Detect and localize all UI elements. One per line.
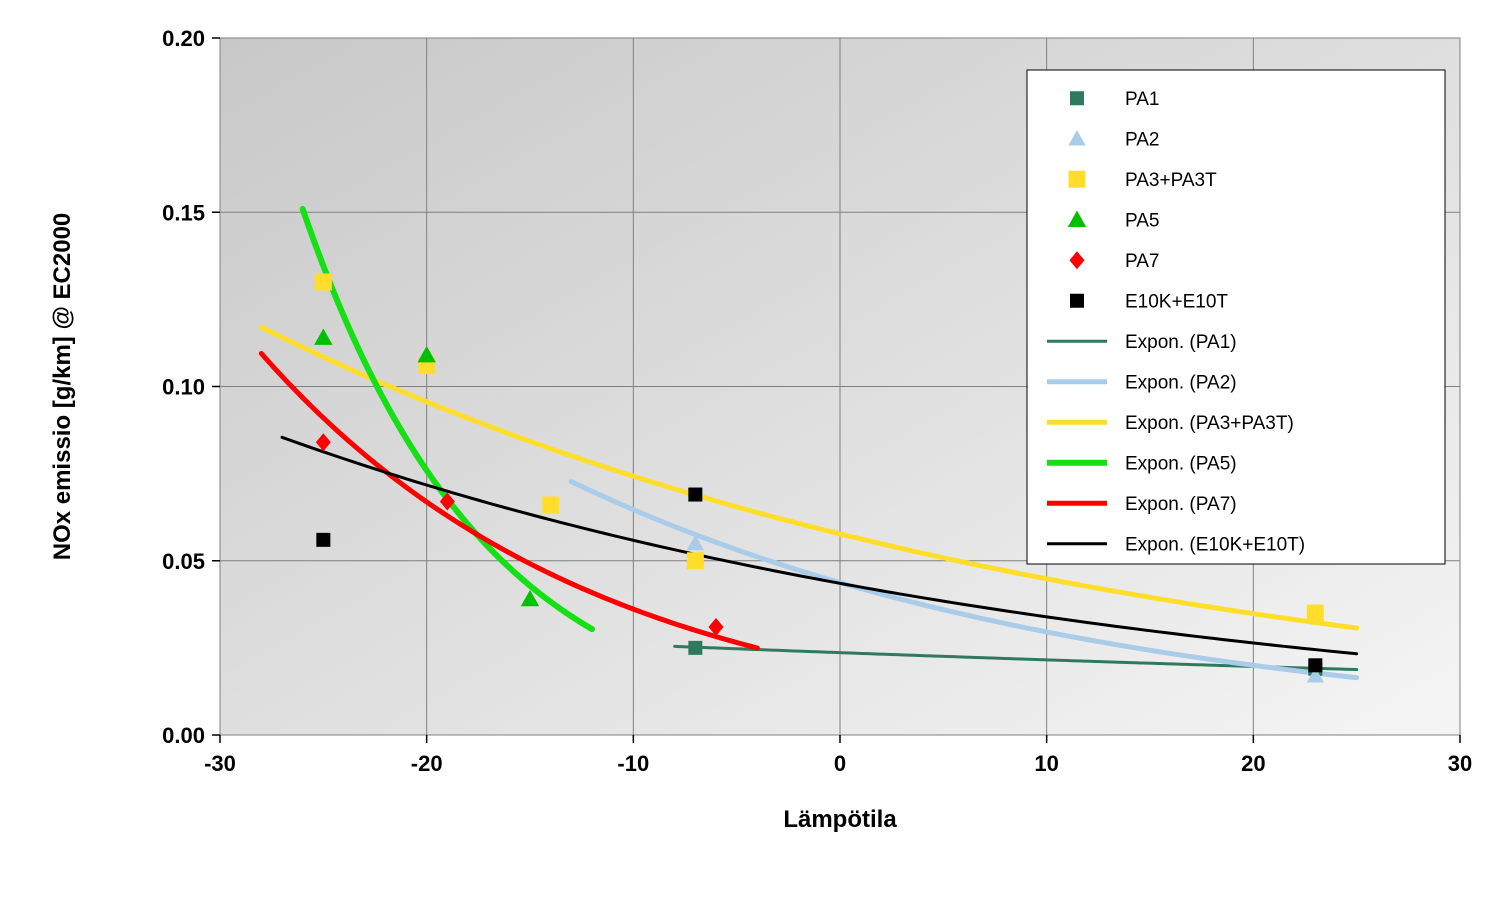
legend-label: PA2 (1125, 129, 1160, 150)
marker-square (315, 273, 332, 290)
marker-square (688, 488, 702, 502)
x-tick-label: 10 (1034, 751, 1058, 776)
legend-label: Expon. (E10K+E10T) (1125, 534, 1305, 555)
y-tick-label: 0.00 (162, 723, 205, 748)
y-tick-label: 0.20 (162, 26, 205, 51)
marker-square (316, 533, 330, 547)
x-tick-label: 0 (834, 751, 846, 776)
legend-label: PA7 (1125, 251, 1160, 272)
legend-box (1027, 70, 1445, 564)
y-tick-label: 0.10 (162, 375, 205, 400)
y-axis-label: NOx emissio [g/km] @ EC2000 (49, 213, 76, 561)
marker-square (1069, 171, 1086, 188)
marker-square (1307, 605, 1324, 622)
legend-label: PA3+PA3T (1125, 170, 1217, 191)
marker-square (1070, 91, 1084, 105)
legend-label: Expon. (PA3+PA3T) (1125, 413, 1294, 434)
legend-label: PA5 (1125, 210, 1160, 231)
x-tick-label: -30 (204, 751, 236, 776)
y-tick-label: 0.15 (162, 200, 205, 225)
legend-label: Expon. (PA7) (1125, 494, 1237, 515)
marker-square (542, 496, 559, 513)
marker-square (1070, 294, 1084, 308)
marker-square (1308, 658, 1322, 672)
legend-label: E10K+E10T (1125, 291, 1228, 312)
chart-svg: 0.00 0.05 0.10 0.15 0.20 -30 -20 -10 0 10 20 30 NOx … (0, 0, 1510, 920)
marker-square (688, 641, 702, 655)
x-tick-label: -10 (617, 751, 649, 776)
chart-container: 0.00 0.05 0.10 0.15 0.20 -30 -20 -10 0 10 20 30 NOx … (0, 0, 1510, 920)
x-tick-label: 30 (1448, 751, 1472, 776)
marker-square (687, 552, 704, 569)
x-tick-label: 20 (1241, 751, 1265, 776)
y-tick-label: 0.05 (162, 549, 205, 574)
x-axis-label: Lämpötila (783, 806, 897, 833)
legend-label: Expon. (PA1) (1125, 332, 1237, 353)
legend-label: Expon. (PA5) (1125, 453, 1237, 474)
x-tick-label: -20 (411, 751, 443, 776)
legend-label: PA1 (1125, 89, 1160, 110)
legend-label: Expon. (PA2) (1125, 372, 1237, 393)
